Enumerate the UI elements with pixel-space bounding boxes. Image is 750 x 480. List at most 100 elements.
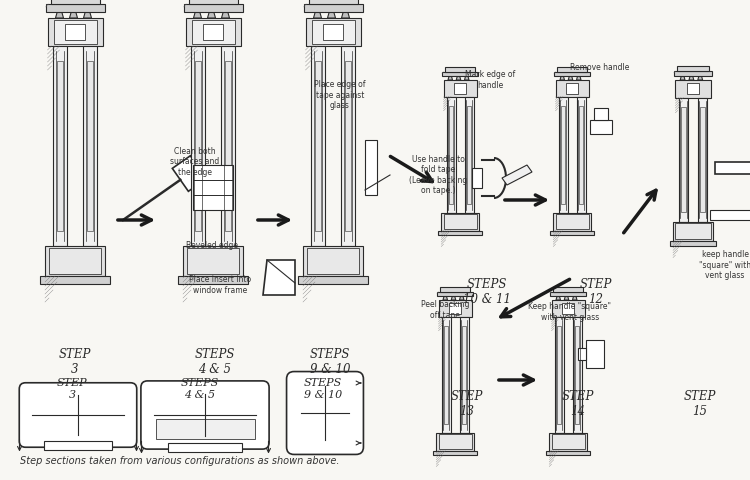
Bar [462,325,466,424]
Bar [444,325,448,424]
Polygon shape [328,4,335,18]
Bar [46,4,104,12]
Bar [439,300,472,316]
Text: STEPS
9 & 10: STEPS 9 & 10 [304,378,342,399]
Bar [45,246,105,276]
Polygon shape [83,4,92,18]
Bar [710,210,750,220]
Bar [203,24,223,40]
FancyBboxPatch shape [286,372,364,455]
Bar [674,71,712,76]
Text: STEPS
9 & 10: STEPS 9 & 10 [310,348,350,376]
Bar [311,46,325,246]
Bar [442,316,451,433]
Bar [554,72,590,76]
Bar [191,20,235,44]
Text: STEP
15: STEP 15 [684,390,716,418]
Bar [183,246,243,276]
Bar [57,61,63,231]
Bar [193,165,233,210]
Polygon shape [341,4,350,18]
Bar [438,231,482,235]
Bar [221,46,235,246]
Text: keep handle
"square" with
vent glass: keep handle "square" with vent glass [699,250,750,280]
FancyBboxPatch shape [141,381,269,449]
Bar [677,66,709,71]
Bar [308,0,358,4]
Text: STEP
3: STEP 3 [58,348,92,376]
Polygon shape [172,156,206,192]
Bar [365,140,377,195]
Text: STEP
3: STEP 3 [57,378,87,399]
Bar [448,106,453,204]
Bar [551,300,584,316]
Bar [298,276,368,284]
Text: Place insert into
window frame: Place insert into window frame [189,276,251,295]
Bar [345,61,351,231]
Bar [550,231,594,235]
Polygon shape [502,165,532,185]
Polygon shape [689,71,694,80]
Bar [315,61,321,231]
Polygon shape [314,4,322,18]
Text: STEPS
4 & 5: STEPS 4 & 5 [181,378,219,399]
Polygon shape [443,292,448,300]
Text: Keep handle "square"
with vent glass: Keep handle "square" with vent glass [529,302,611,322]
Bar [440,287,470,292]
Text: Step sections taken from various configurations as shown above.: Step sections taken from various configu… [20,456,340,466]
Text: Mark edge of
handle: Mark edge of handle [465,70,515,90]
Bar [454,83,466,94]
Bar [47,18,103,46]
Bar [439,434,472,449]
Bar [686,83,700,95]
Polygon shape [448,72,452,80]
Bar [553,287,583,292]
Bar [44,441,112,450]
Text: STEP
14: STEP 14 [562,390,594,418]
Bar [195,61,201,231]
Polygon shape [208,4,215,18]
Bar [441,213,479,231]
Polygon shape [556,292,560,300]
Polygon shape [194,4,202,18]
Bar [446,96,455,213]
Bar [673,222,713,241]
Bar [679,97,688,222]
Text: STEPS
4 & 5: STEPS 4 & 5 [195,348,236,376]
Bar [443,80,476,96]
Text: STEP
12: STEP 12 [580,278,612,306]
Bar [572,316,581,433]
Bar [554,213,591,231]
Bar [185,18,241,46]
Bar [311,20,355,44]
Bar [168,443,242,452]
Bar [700,107,705,212]
Bar [670,241,716,246]
Bar [437,292,473,296]
Polygon shape [698,71,703,80]
Bar [557,67,587,72]
Bar [449,303,461,313]
Bar [40,276,110,284]
Bar [303,246,363,276]
Bar [556,80,589,96]
Bar [307,248,359,274]
Text: Remove handle: Remove handle [570,63,630,72]
Bar [698,97,707,222]
Bar [460,316,469,433]
Text: Use handle to
fold tape
(Leave backing
on tape.): Use handle to fold tape (Leave backing o… [409,155,467,195]
Bar [546,451,590,455]
Polygon shape [460,292,464,300]
Bar [715,162,750,174]
Bar [443,214,476,229]
Bar [184,4,242,12]
Bar [83,46,97,246]
Bar [225,61,231,231]
Bar [178,276,248,284]
Text: Peel backing
off tape: Peel backing off tape [421,300,470,320]
Bar [579,106,584,204]
Polygon shape [572,292,577,300]
Bar [549,433,586,451]
Text: STEP
13: STEP 13 [451,390,483,418]
Text: Clean both
surfaces and
the edge: Clean both surfaces and the edge [170,147,220,177]
